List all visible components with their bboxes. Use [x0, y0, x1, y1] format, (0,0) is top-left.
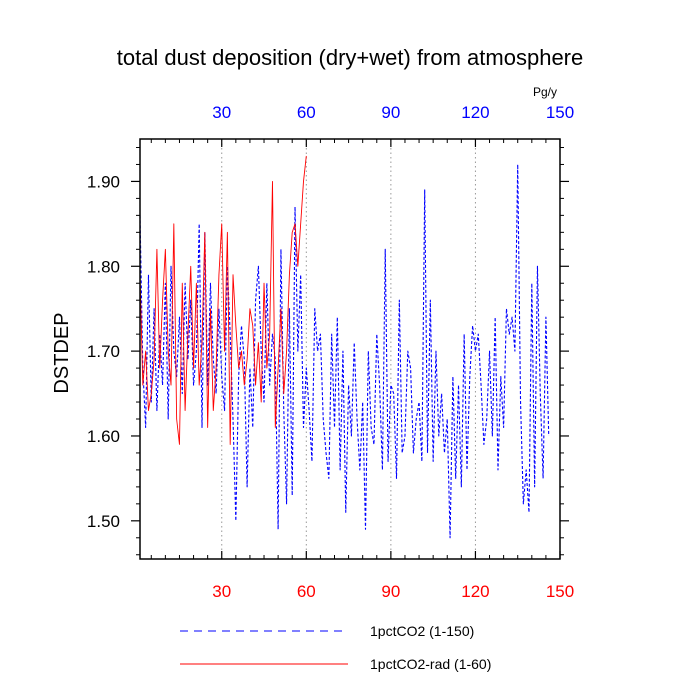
- legend-label-1pctco2-rad: 1pctCO2-rad (1-60): [370, 656, 491, 672]
- chart-title: total dust deposition (dry+wet) from atm…: [117, 45, 584, 70]
- x-tick-label-top-60: 60: [297, 103, 316, 122]
- y-tick-label-1.7: 1.70: [87, 342, 120, 361]
- x-tick-label-top-120: 120: [461, 103, 489, 122]
- y-tick-label-1.6: 1.60: [87, 427, 120, 446]
- series-line-1pctco2: [139, 163, 550, 539]
- x-tick-label-top-90: 90: [381, 103, 400, 122]
- y-tick-label-1.5: 1.50: [87, 512, 120, 531]
- series-line-1pctco2-rad: [139, 155, 307, 445]
- legend: 1pctCO2 (1-150) 1pctCO2-rad (1-60): [180, 623, 491, 672]
- x-tick-label-bottom-90: 90: [381, 582, 400, 601]
- units-label: Pg/y: [533, 85, 557, 99]
- plot-frame: [139, 138, 561, 560]
- x-tick-label-bottom-60: 60: [297, 582, 316, 601]
- x-tick-label-bottom-150: 150: [546, 582, 574, 601]
- axis-ticks: [131, 139, 569, 559]
- x-tick-label-top-30: 30: [212, 103, 231, 122]
- x-tick-label-top-150: 150: [546, 103, 574, 122]
- grid-lines: [221, 139, 476, 559]
- x-tick-label-bottom-30: 30: [212, 582, 231, 601]
- y-tick-label-1.9: 1.90: [87, 172, 120, 191]
- x-tick-label-bottom-120: 120: [461, 582, 489, 601]
- y-tick-label-1.8: 1.80: [87, 257, 120, 276]
- y-axis-label: DSTDEP: [51, 312, 73, 393]
- series-layer: [139, 155, 550, 539]
- legend-label-1pctco2: 1pctCO2 (1-150): [370, 623, 474, 639]
- axis-tick-labels: 30 60 90 120 150 30 60 90 120 150 1.50 1.60 1.70 1.80…: [87, 103, 574, 601]
